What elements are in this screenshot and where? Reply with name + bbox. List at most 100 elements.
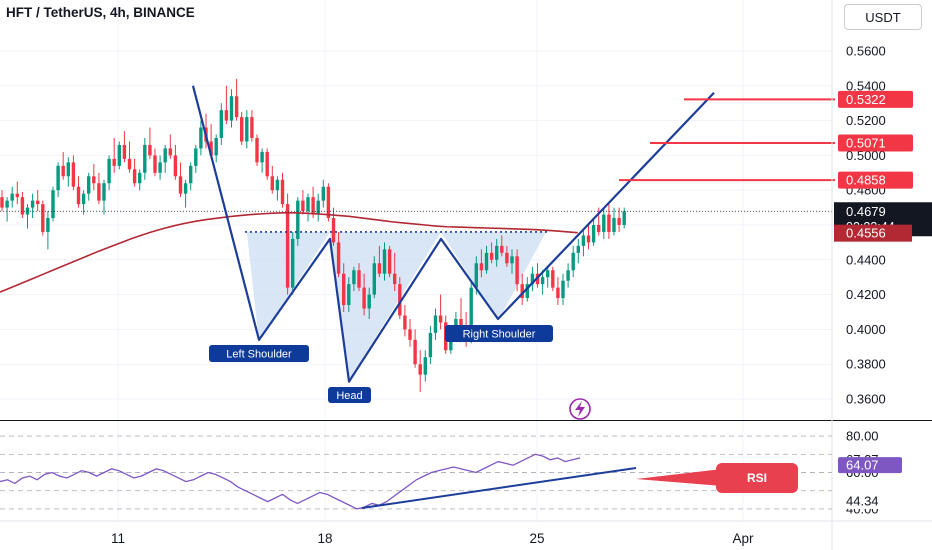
price-tick-label: 0.5400 [846, 78, 886, 93]
candle-body [489, 252, 494, 260]
time-axis[interactable]: 11 18 25 Apr [0, 520, 932, 546]
candle-body [602, 214, 606, 232]
rsi-trend-line [361, 466, 637, 509]
candle-body [423, 357, 427, 375]
candle-body [306, 197, 310, 212]
candle-body [122, 144, 127, 159]
candle-body [382, 249, 387, 274]
candle-body [112, 158, 116, 166]
candle-body [428, 332, 433, 358]
candle-body [331, 218, 336, 243]
resistance-badge-label: 0.4858 [846, 173, 886, 188]
candle-body [342, 273, 346, 306]
candle-body [622, 211, 626, 225]
currency-button[interactable]: USDT [844, 4, 922, 30]
candle-body [612, 218, 616, 232]
candle-body [138, 172, 142, 184]
grid [0, 0, 832, 521]
candle-body [76, 186, 81, 205]
candle-body [291, 238, 295, 288]
candle-body [561, 280, 565, 299]
candle-body [56, 165, 60, 191]
candle-body [30, 200, 35, 208]
lightning-icon[interactable] [569, 398, 591, 420]
candle-body [454, 318, 458, 330]
candle-body [403, 315, 407, 330]
resistance-badge-label: 0.5071 [846, 136, 886, 151]
resistance-lines [619, 98, 835, 182]
candle-body [546, 270, 550, 278]
time-tick-label: 25 [529, 531, 544, 546]
candle-body [15, 193, 19, 198]
candle-body [240, 117, 244, 142]
candle-body [51, 190, 55, 219]
candle-body [81, 193, 86, 205]
price-tick-label: 0.5000 [846, 148, 886, 163]
candle-body [61, 165, 65, 177]
candle-body [586, 235, 591, 243]
svg-text:RSI: RSI [747, 471, 767, 485]
candle-body [551, 270, 555, 288]
candle-body [255, 138, 259, 163]
time-tick-label: 18 [317, 531, 332, 546]
candle-body [285, 204, 290, 288]
candle-body [127, 158, 132, 170]
price-tick-label: 0.4200 [846, 287, 886, 302]
candle-body [311, 197, 315, 215]
candle-body [418, 364, 422, 375]
candle-body [372, 263, 376, 295]
rsi-badge [838, 493, 902, 510]
candle-body [183, 183, 188, 194]
candle-body [97, 183, 101, 201]
candle-body [433, 315, 438, 333]
candle-body [484, 252, 489, 271]
candle-body [143, 144, 147, 173]
candle-body [234, 96, 239, 118]
candle-body [158, 162, 162, 173]
annotation-head: Head [328, 387, 371, 403]
candle-body [510, 256, 514, 264]
candle-body [357, 270, 361, 288]
candle-body [87, 176, 91, 194]
candle-body [474, 263, 478, 288]
candle-body [301, 200, 305, 212]
candle-body [326, 186, 331, 219]
candle-body [66, 162, 70, 177]
candle-body [265, 151, 269, 177]
candle-body [168, 148, 172, 156]
current-price-label: 0.4679 [846, 204, 886, 219]
candle-body [245, 117, 249, 142]
rsi-badge-label: 64.07 [846, 458, 879, 473]
candle-body [132, 169, 137, 184]
candle-body [479, 263, 484, 271]
resistance-badge [838, 134, 913, 152]
candle-body [194, 148, 198, 166]
price-tick-label: 0.3600 [846, 392, 886, 407]
candle-body [275, 179, 280, 191]
time-tick-label: Apr [732, 531, 754, 546]
candle-body [178, 176, 183, 194]
price-tick-label: 0.5600 [846, 44, 886, 59]
candle-body [209, 141, 213, 156]
candle-body [296, 200, 300, 239]
resistance-badge-label: 0.5322 [846, 92, 886, 107]
candle-body [0, 197, 4, 208]
candle-body [393, 273, 397, 285]
candle-body [571, 252, 575, 271]
rsi-callout: RSI [636, 463, 798, 493]
svg-text:Left Shoulder: Left Shoulder [226, 349, 292, 361]
head-zone [330, 231, 441, 380]
candle-body [10, 193, 14, 201]
candle-body [495, 245, 499, 260]
candle-body [500, 245, 504, 253]
candle-body [520, 284, 524, 299]
candle-body [117, 144, 121, 166]
candle-body [556, 287, 560, 299]
candle-body [398, 284, 402, 316]
time-tick-label: 11 [111, 531, 125, 546]
price-tick-label: 0.4000 [846, 322, 886, 337]
candle-body [387, 249, 392, 274]
candle-body [591, 225, 596, 243]
